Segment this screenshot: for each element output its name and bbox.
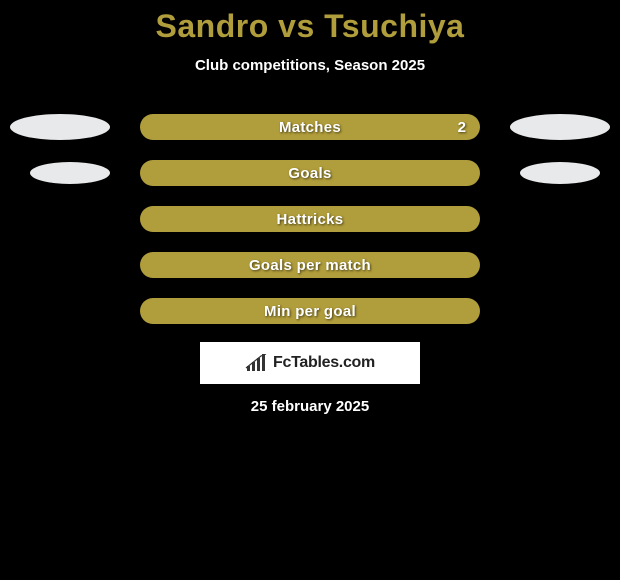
stat-label: Hattricks (277, 211, 344, 228)
stat-row-matches: Matches 2 (0, 114, 620, 140)
stat-bar: Min per goal (140, 298, 480, 324)
stat-label: Goals per match (249, 257, 371, 274)
stat-label: Matches (279, 119, 341, 136)
left-ellipse (10, 114, 110, 140)
bar-chart-icon (245, 354, 269, 372)
left-ellipse (30, 162, 110, 184)
stat-value: 2 (458, 119, 466, 136)
stat-bar: Matches 2 (140, 114, 480, 140)
comparison-card: Sandro vs Tsuchiya Club competitions, Se… (0, 0, 620, 415)
stat-bar: Goals (140, 160, 480, 186)
stat-bar: Hattricks (140, 206, 480, 232)
date-label: 25 february 2025 (251, 398, 369, 415)
right-ellipse (510, 114, 610, 140)
stat-row-goals-per-match: Goals per match (0, 252, 620, 278)
page-title: Sandro vs Tsuchiya (156, 8, 465, 45)
stats-rows: Matches 2 Goals Hattricks Goals per matc… (0, 114, 620, 324)
stat-label: Min per goal (264, 303, 356, 320)
stat-bar: Goals per match (140, 252, 480, 278)
stat-row-min-per-goal: Min per goal (0, 298, 620, 324)
stat-label: Goals (288, 165, 331, 182)
right-ellipse (520, 162, 600, 184)
logo-text: FcTables.com (273, 354, 375, 372)
source-logo: FcTables.com (200, 342, 420, 384)
stat-row-goals: Goals (0, 160, 620, 186)
page-subtitle: Club competitions, Season 2025 (195, 57, 425, 74)
stat-row-hattricks: Hattricks (0, 206, 620, 232)
